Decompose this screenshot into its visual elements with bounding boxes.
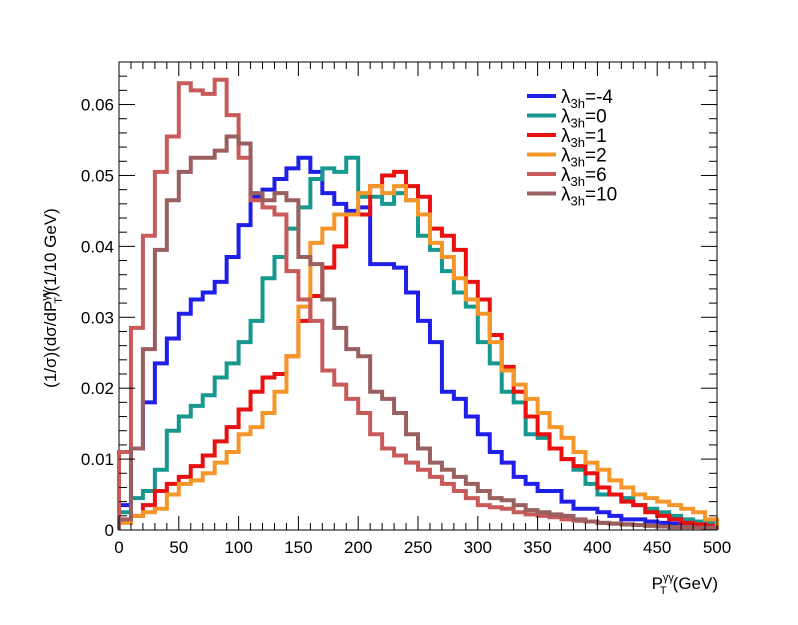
y-axis-title: (1/σ)(dσ/dPγγT)(1/10 GeV) <box>40 208 65 388</box>
legend-value: =-4 <box>585 87 613 108</box>
legend-label-1: λ3h=0 <box>561 107 607 131</box>
x-tick-label: 500 <box>703 538 731 557</box>
x-tick-label: 250 <box>404 538 432 557</box>
series-line-2 <box>117 169 719 530</box>
legend-subscript: 3h <box>571 96 585 111</box>
legend-label-5: λ3h=10 <box>561 185 617 209</box>
x-axis-title: Pγγ T (GeV) <box>652 572 718 597</box>
x-tick-label: 350 <box>523 538 551 557</box>
series-line-0 <box>117 155 719 530</box>
legend-symbol: λ <box>561 126 571 147</box>
legend-subscript: 3h <box>571 174 585 189</box>
legend-symbol: λ <box>561 146 571 167</box>
y-tick-label: 0.05 <box>81 166 114 185</box>
legend-value: =1 <box>585 126 607 147</box>
legend-symbol: λ <box>561 165 571 186</box>
legend-subscript: 3h <box>571 155 585 170</box>
x-tick-label: 50 <box>169 538 188 557</box>
x-tick-label: 0 <box>114 538 123 557</box>
x-tick-label: 200 <box>344 538 372 557</box>
y-tick-label: 0.04 <box>81 237 114 256</box>
tick-layer: 0 50 100 150 200 250 300 350 400 450 500 0 0.01 0.02 0… <box>81 61 731 557</box>
series-layer <box>117 77 719 530</box>
x-tick-label: 300 <box>464 538 492 557</box>
legend-subscript: 3h <box>571 116 585 131</box>
legend-label-3: λ3h=2 <box>561 146 607 170</box>
legend-value: =6 <box>585 165 607 186</box>
legend-value: =0 <box>585 107 607 128</box>
legend-symbol: λ <box>561 107 571 128</box>
series-line-3 <box>117 184 719 530</box>
legend-subscript: 3h <box>571 135 585 150</box>
x-tick-label: 450 <box>643 538 671 557</box>
y-tick-label: 0 <box>105 521 114 540</box>
legend-symbol: λ <box>561 87 571 108</box>
y-tick-label: 0.02 <box>81 379 114 398</box>
legend-symbol: λ <box>561 185 571 206</box>
x-tick-label: 100 <box>224 538 252 557</box>
y-tick-label: 0.01 <box>81 450 114 469</box>
legend-label-0: λ3h=-4 <box>561 87 613 111</box>
x-tick-label: 400 <box>583 538 611 557</box>
legend-subscript: 3h <box>571 194 585 209</box>
legend-label-2: λ3h=1 <box>561 126 607 150</box>
legend-value: =10 <box>585 185 617 206</box>
legend-value: =2 <box>585 146 607 167</box>
legend-label-4: λ3h=6 <box>561 165 607 189</box>
y-tick-label: 0.03 <box>81 308 114 327</box>
x-tick-label: 150 <box>284 538 312 557</box>
y-tick-label: 0.06 <box>81 96 114 115</box>
